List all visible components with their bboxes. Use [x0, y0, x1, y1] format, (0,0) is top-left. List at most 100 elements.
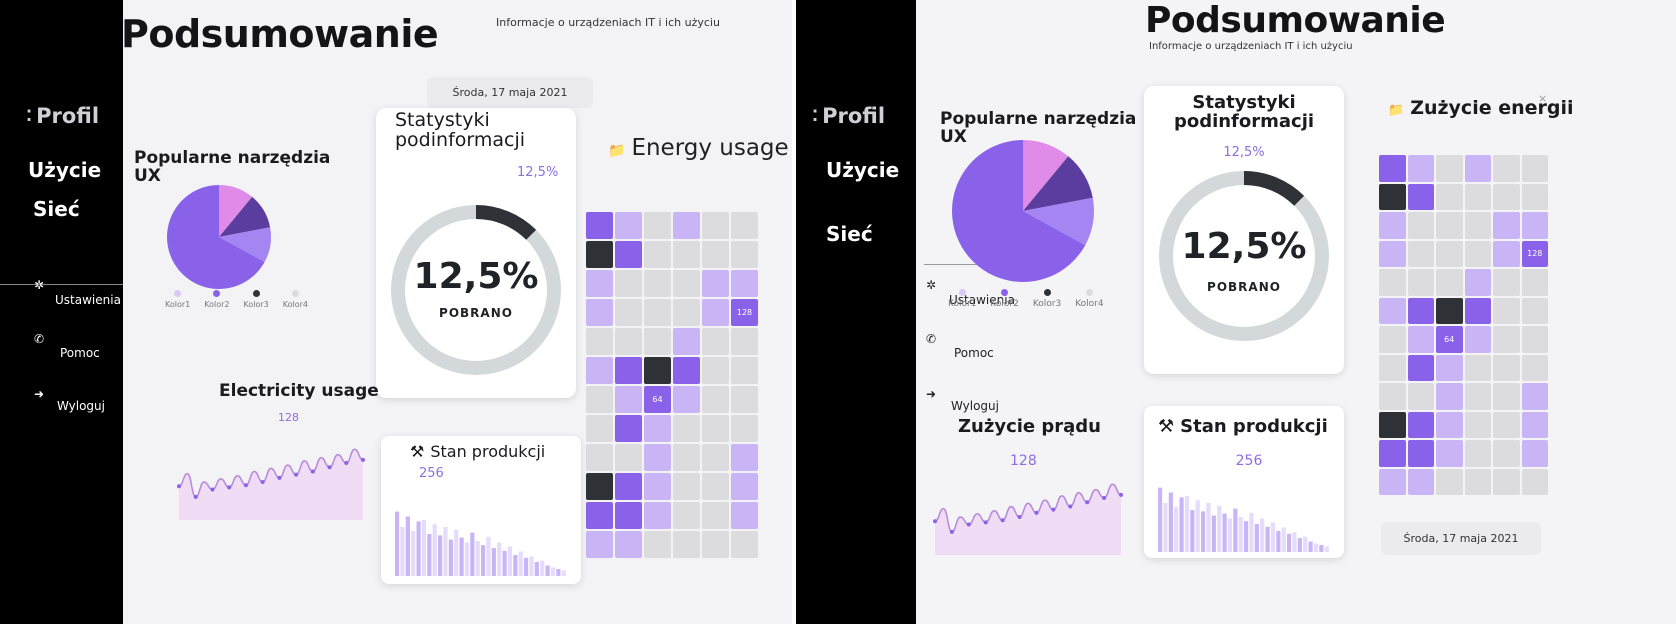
- heatmap-cell: [586, 386, 613, 413]
- energy-heatmap: 128 64: [586, 212, 758, 558]
- heatmap-cell: [1521, 326, 1548, 353]
- ring-progress: [475, 205, 537, 240]
- folder-icon: 📁: [1388, 103, 1405, 118]
- heatmap-cell: [1464, 155, 1491, 182]
- production-bar: [1249, 512, 1254, 552]
- legend-label: Kolor4: [1075, 299, 1104, 309]
- heatmap-cell: [1379, 440, 1406, 467]
- nav-usage[interactable]: Użycie: [826, 158, 900, 182]
- heatmap-cell: [1407, 354, 1434, 381]
- production-bar: [1303, 536, 1308, 552]
- production-bar: [502, 550, 507, 576]
- electricity-point: [933, 519, 937, 524]
- heatmap-cell: [1407, 411, 1434, 438]
- heatmap-cell: [1493, 383, 1520, 410]
- heatmap-cell: [1493, 411, 1520, 438]
- heatmap-cell: [1464, 468, 1491, 495]
- electricity-point: [344, 461, 349, 466]
- heatmap-cell: [586, 473, 613, 500]
- heatmap-cell: [644, 415, 671, 442]
- production-bar: [1308, 541, 1313, 552]
- nav-profile[interactable]: ⁚ Profil: [26, 104, 100, 128]
- heatmap-cell: [615, 531, 642, 558]
- heatmap-cell: [615, 415, 642, 442]
- heatmap-cell: [1407, 212, 1434, 239]
- heatmap-cell: [1464, 326, 1491, 353]
- heatmap-cell: 128: [731, 299, 758, 326]
- nav-settings[interactable]: Ustawienia: [55, 293, 121, 307]
- heatmap-cell: [1464, 212, 1491, 239]
- nav-network[interactable]: Sieć: [33, 197, 80, 221]
- electricity-line: [178, 448, 364, 498]
- tools-pie-chart: [952, 140, 1094, 282]
- heatmap-cell: [702, 386, 729, 413]
- heatmap-cell: [1521, 297, 1548, 324]
- heatmap-cell: [673, 328, 700, 355]
- nav-settings[interactable]: Ustawienia: [949, 293, 1015, 307]
- production-bar: [1324, 546, 1329, 552]
- heatmap-cell: [1464, 240, 1491, 267]
- production-bar: [1163, 503, 1168, 552]
- electricity-point: [949, 529, 954, 534]
- legend-dot: [174, 290, 182, 297]
- heatmap-cell: [1493, 212, 1520, 239]
- heatmap-cell: [702, 502, 729, 529]
- nav-network[interactable]: Sieć: [826, 222, 873, 246]
- production-bar: [405, 516, 410, 576]
- heatmap-cell: [702, 299, 729, 326]
- production-card: ⚒ Stan produkcji 256: [381, 436, 581, 584]
- heatmap-cell: [731, 328, 758, 355]
- heatmap-cell: [1493, 297, 1520, 324]
- production-bar: [1184, 496, 1190, 552]
- production-bar: [400, 527, 405, 576]
- legend-label: Kolor3: [243, 300, 269, 309]
- heatmap-cell: [615, 270, 642, 297]
- heatmap-cell: [731, 386, 758, 413]
- heatmap-label: 128: [1527, 249, 1543, 259]
- close-icon[interactable]: ×: [1538, 92, 1548, 105]
- heatmap-cell: [644, 473, 671, 500]
- heatmap-cell: [1521, 155, 1548, 182]
- main-area: ✲ Ustawienia ✆ Pomoc ➜ Wyloguj Podsumowa…: [916, 0, 1676, 624]
- heatmap-cell: [731, 473, 758, 500]
- legend-label: Kolor4: [282, 300, 308, 309]
- nav-help[interactable]: Pomoc: [60, 346, 100, 360]
- legend-label: Kolor1: [948, 299, 977, 309]
- electricity-area: [935, 484, 1121, 555]
- electricity-point: [1034, 510, 1039, 515]
- heatmap-cell: [1436, 212, 1463, 239]
- stats-caption: POBRANO: [1207, 280, 1281, 294]
- heatmap-cell: [1521, 468, 1548, 495]
- production-bar: [1211, 515, 1216, 552]
- legend-dot: [213, 290, 221, 297]
- heatmap-cell: [731, 212, 758, 239]
- electricity-point: [983, 520, 988, 525]
- heatmap-cell: [673, 241, 700, 268]
- tools-pie-chart: [167, 185, 271, 289]
- nav-profile[interactable]: ⁚ Profil: [812, 104, 886, 128]
- production-bar: [1233, 508, 1238, 552]
- stats-card: Statystyki podinformacji 12,5% 12,5% POB…: [1144, 86, 1344, 374]
- heatmap-cell: [1379, 326, 1406, 353]
- nav-logout[interactable]: Wyloguj: [951, 399, 999, 413]
- legend-item: Kolor4: [283, 290, 308, 309]
- heatmap-cell: [644, 212, 671, 239]
- profile-icon: ⁚: [812, 106, 819, 125]
- production-bar: [1238, 517, 1243, 552]
- electricity-point: [294, 472, 299, 477]
- heatmap-cell: [1521, 269, 1548, 296]
- production-bar: [1292, 532, 1297, 552]
- nav-logout[interactable]: Wyloguj: [57, 399, 105, 413]
- legend-item: Kolor2: [990, 289, 1019, 309]
- heatmap-cell: [731, 241, 758, 268]
- heatmap-cell: [673, 386, 700, 413]
- heatmap-cell: [702, 270, 729, 297]
- heatmap-cell: [1407, 440, 1434, 467]
- heatmap-cell: [644, 299, 671, 326]
- nav-usage[interactable]: Użycie: [28, 158, 102, 182]
- pie-slice-kolor1: [1023, 140, 1069, 211]
- nav-help[interactable]: Pomoc: [954, 346, 994, 360]
- heatmap-cell: [1493, 240, 1520, 267]
- heatmap-cell: [1493, 468, 1520, 495]
- gear-icon: ✲: [34, 278, 45, 292]
